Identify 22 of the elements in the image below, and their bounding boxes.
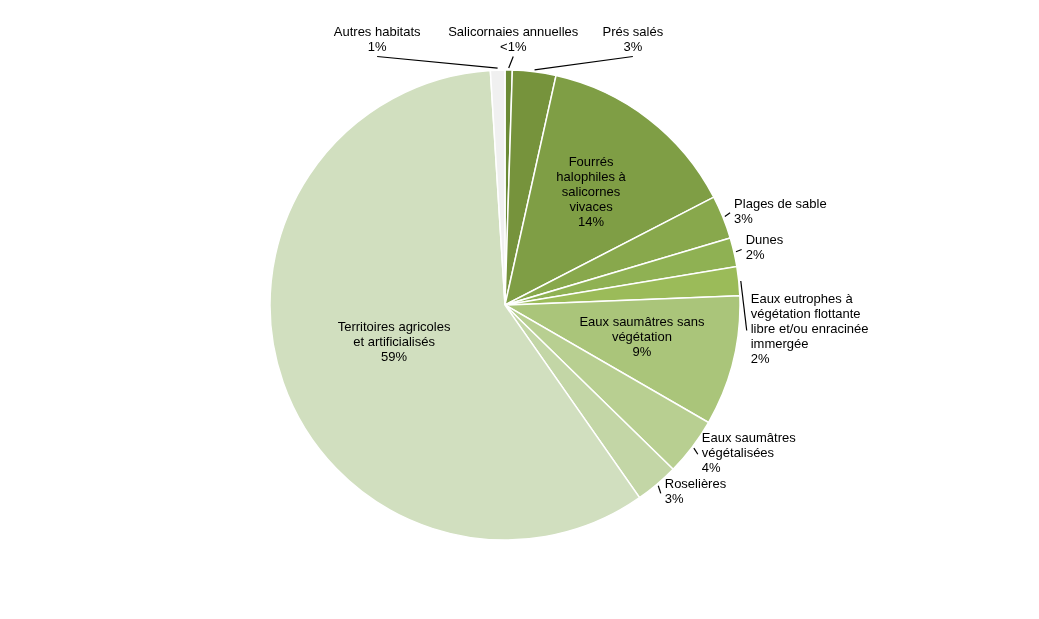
slice-label: Eaux saumâtres sans végétation: [579, 314, 705, 345]
data-label: <1%: [500, 38, 527, 54]
slice-label: Autres habitats: [333, 23, 422, 39]
slice-label: Eaux eutrophes à végétation flottante libre et/ou enracinée immergée: [750, 291, 869, 351]
data-label: 3%: [623, 38, 643, 54]
slice-label: Fourrés halophiles à salicornes vivaces: [556, 153, 627, 214]
data-label: 4%: [701, 459, 722, 475]
data-label: 3%: [734, 210, 754, 226]
data-label: 59%: [381, 349, 408, 365]
data-label: 9%: [632, 344, 652, 360]
slice-label: Roselières: [664, 476, 727, 492]
slice-label: Salicornaies annuelles: [448, 23, 579, 39]
data-label: 2%: [750, 351, 770, 366]
data-label: 3%: [664, 491, 684, 507]
slice-label: Eaux saumâtres végétalisées: [701, 429, 797, 460]
slice-label: Territoires agricoles et artificialisés: [337, 319, 451, 350]
data-label: 14%: [578, 213, 605, 229]
data-label: 1%: [367, 38, 387, 54]
slice-label: Prés salés: [602, 23, 664, 39]
slice-label: Dunes: [745, 232, 784, 248]
data-label: 2%: [745, 247, 765, 263]
slice-label: Plages de sable: [734, 195, 827, 211]
